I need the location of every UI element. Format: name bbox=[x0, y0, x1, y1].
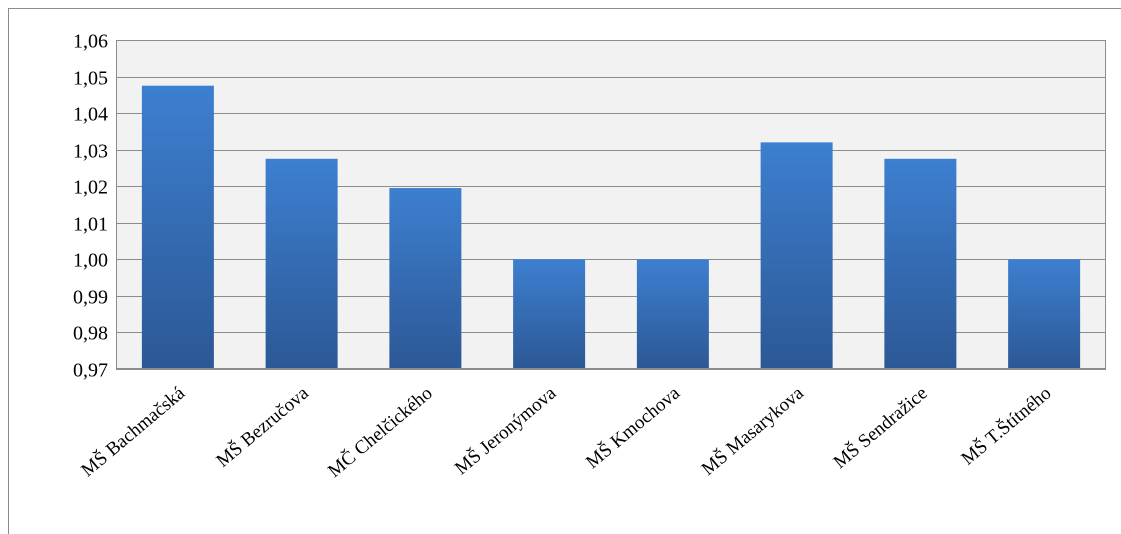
bar bbox=[1008, 259, 1081, 369]
x-category-label: MŠ T.Štítného bbox=[957, 382, 1056, 470]
y-tick-label: 0,98 bbox=[73, 323, 108, 345]
y-axis-ticks: 0,97 0,98 0,99 1,00 1,01 1,02 1,03 1,04 1,05 1,06 bbox=[73, 31, 108, 382]
plot-border bbox=[116, 40, 1106, 369]
bar bbox=[265, 158, 338, 369]
x-category-label: MŠ Masarykova bbox=[697, 382, 808, 480]
x-category-label: MŠ Jeronýmova bbox=[450, 382, 560, 480]
plot-area bbox=[116, 40, 1106, 369]
x-category-label: MŠ Bachmačská bbox=[77, 382, 190, 482]
bar bbox=[760, 142, 833, 369]
y-tick-label: 0,97 bbox=[73, 360, 108, 382]
y-tick-label: 0,99 bbox=[73, 287, 108, 309]
y-tick-label: 1,00 bbox=[73, 250, 108, 272]
x-category-label: MŠ Bezručova bbox=[212, 382, 313, 472]
bar bbox=[141, 85, 214, 369]
y-tick-label: 1,03 bbox=[73, 141, 108, 163]
x-axis-labels: MŠ Bachmačská MŠ Bezručova MČ Chelčického M… bbox=[77, 382, 1056, 482]
bar bbox=[389, 188, 462, 369]
y-tick-label: 1,05 bbox=[73, 68, 108, 90]
x-category-label: MŠ Sendražice bbox=[829, 382, 932, 473]
x-category-label: MŠ Kmochova bbox=[581, 382, 684, 474]
bar bbox=[884, 158, 957, 369]
y-tick-label: 1,02 bbox=[73, 177, 108, 199]
bars bbox=[141, 85, 1081, 369]
y-tick-label: 1,06 bbox=[73, 31, 108, 53]
bar bbox=[636, 259, 709, 369]
bar bbox=[513, 259, 586, 369]
y-tick-label: 1,01 bbox=[73, 214, 108, 236]
y-tick-label: 1,04 bbox=[73, 104, 108, 126]
x-category-label: MČ Chelčického bbox=[323, 382, 436, 482]
